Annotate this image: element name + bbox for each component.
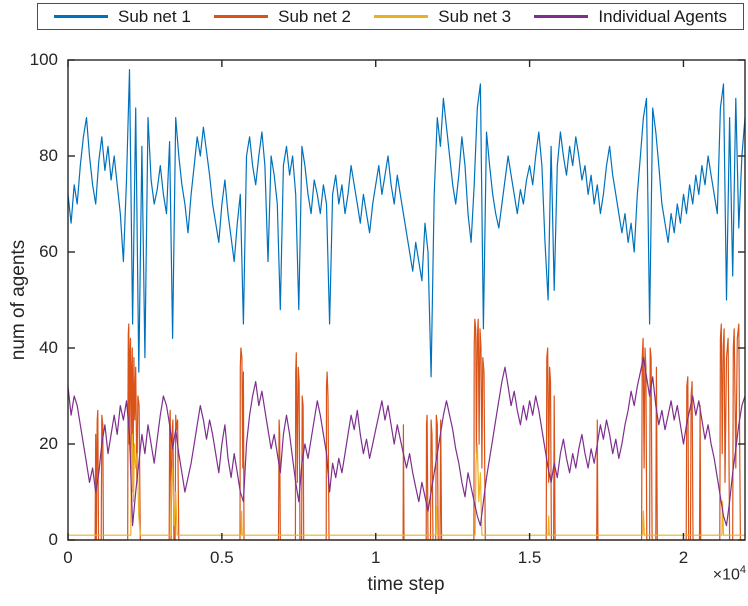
y-tick-label: 60 [39, 242, 58, 261]
legend-item-sub-net-3: Sub net 3 [374, 7, 511, 27]
x-tick-label: 1 [370, 548, 381, 567]
legend-label-sub-net-3: Sub net 3 [438, 6, 512, 26]
legend-label-sub-net-2: Sub net 2 [278, 6, 351, 26]
y-tick-label: 80 [39, 146, 58, 165]
series-line-sub-net-3 [68, 433, 745, 536]
x-tick-label: 0 [63, 548, 73, 567]
legend-line-sample-sub-net-2 [214, 15, 269, 18]
legend-line-sample-sub-net-3 [374, 15, 429, 18]
legend-item-sub-net-1: Sub net 1 [54, 7, 191, 27]
x-tick-label: 1.5 [517, 548, 542, 567]
axes-box [67, 59, 746, 541]
x-axis-exponent: ×104 [712, 564, 746, 584]
legend-line-sample-sub-net-1 [54, 15, 108, 18]
legend-line-sample-individual-agents [534, 15, 589, 18]
y-tick-label: 0 [48, 530, 58, 549]
series-line-individual-agents [67, 357, 746, 527]
y-tick-label: 40 [39, 338, 58, 357]
legend-label-sub-net-1: Sub net 1 [118, 6, 191, 26]
series-line-sub-net-2 [68, 318, 745, 541]
x-tick-label: 2 [678, 548, 689, 567]
series-line-sub-net-1 [67, 68, 746, 378]
x-tick-label: 0.5 [210, 548, 234, 567]
legend-item-individual-agents: Individual Agents [534, 7, 727, 27]
x-axis-label: time step [367, 574, 445, 595]
legend-label-individual-agents: Individual Agents [598, 6, 727, 26]
legend-item-sub-net-2: Sub net 2 [214, 7, 351, 27]
legend: Sub net 1 Sub net 2 Sub net 3 Individual… [37, 3, 744, 30]
y-tick-label: 20 [39, 434, 58, 453]
y-tick-label: 100 [29, 50, 58, 69]
